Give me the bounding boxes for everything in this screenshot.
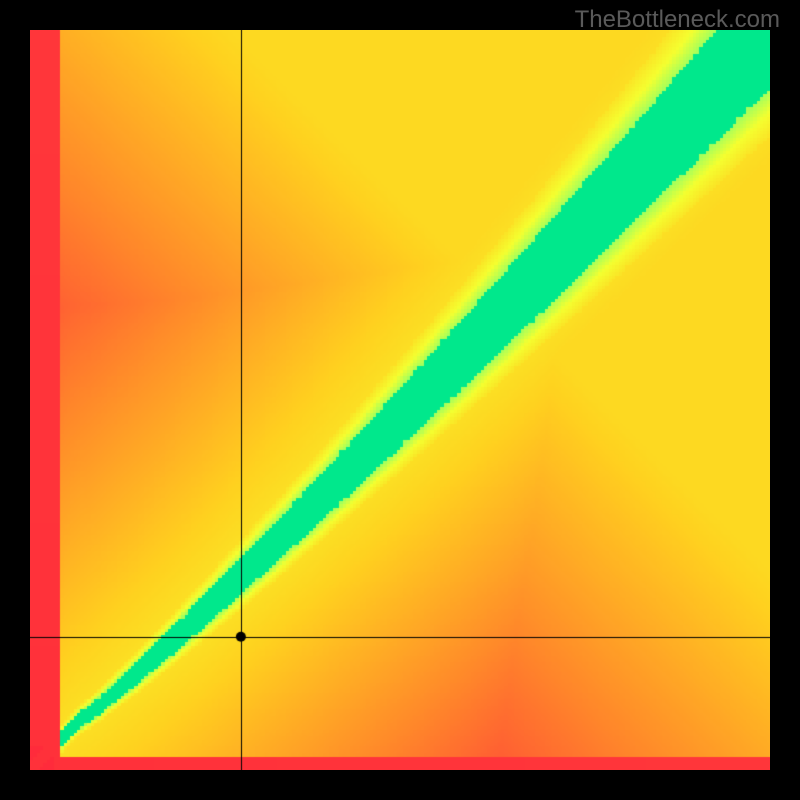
- heatmap-canvas: [30, 30, 770, 770]
- watermark-text: TheBottleneck.com: [575, 6, 780, 34]
- chart-frame: TheBottleneck.com: [0, 0, 800, 800]
- heatmap-plot: [30, 30, 770, 770]
